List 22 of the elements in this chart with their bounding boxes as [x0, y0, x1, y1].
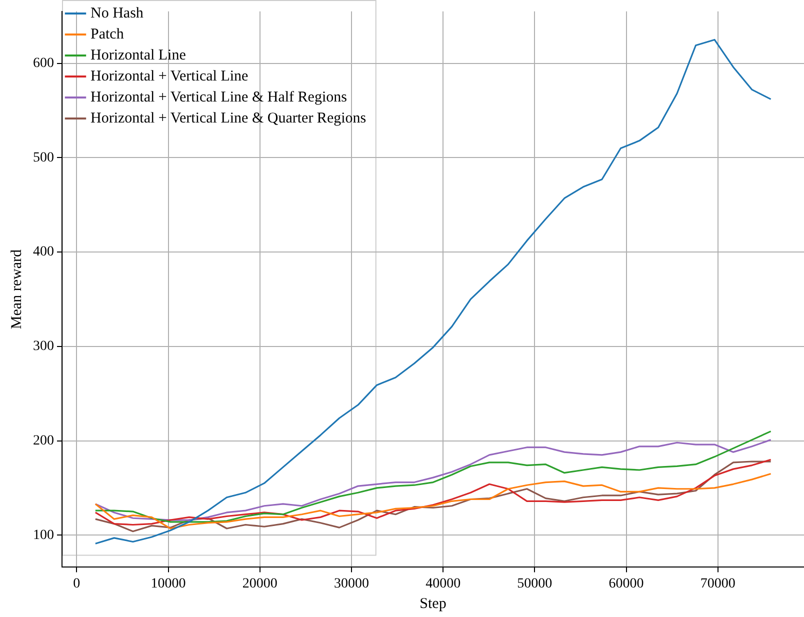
y-tick-label: 400: [33, 244, 54, 260]
x-tick-label: 20000: [242, 576, 278, 592]
y-tick-label: 200: [33, 433, 54, 448]
y-tick-label: 300: [33, 339, 54, 354]
legend-label: Horizontal Line: [90, 47, 186, 64]
x-tick-label: 70000: [700, 576, 736, 592]
x-axis-title: Step: [420, 596, 446, 612]
legend-label: Patch: [90, 26, 124, 42]
legend-label: Horizontal + Vertical Line & Half Regions: [90, 89, 348, 106]
legend-label: Horizontal + Vertical Line & Quarter Regions: [90, 110, 366, 126]
y-tick-label: 100: [33, 528, 54, 543]
x-tick-label: 40000: [426, 576, 461, 592]
y-tick-label: 600: [33, 56, 54, 71]
x-tick-label: 60000: [608, 576, 644, 592]
y-axis-title: Mean reward: [8, 249, 25, 330]
x-tick-label: 50000: [517, 576, 552, 592]
x-tick-label: 30000: [334, 576, 369, 592]
y-tick-label: 500: [33, 150, 54, 166]
legend-label: Horizontal + Vertical Line: [90, 68, 249, 84]
x-tick-label: 10000: [150, 576, 186, 592]
x-tick-label: 0: [73, 576, 80, 592]
legend-label: No Hash: [90, 5, 144, 22]
